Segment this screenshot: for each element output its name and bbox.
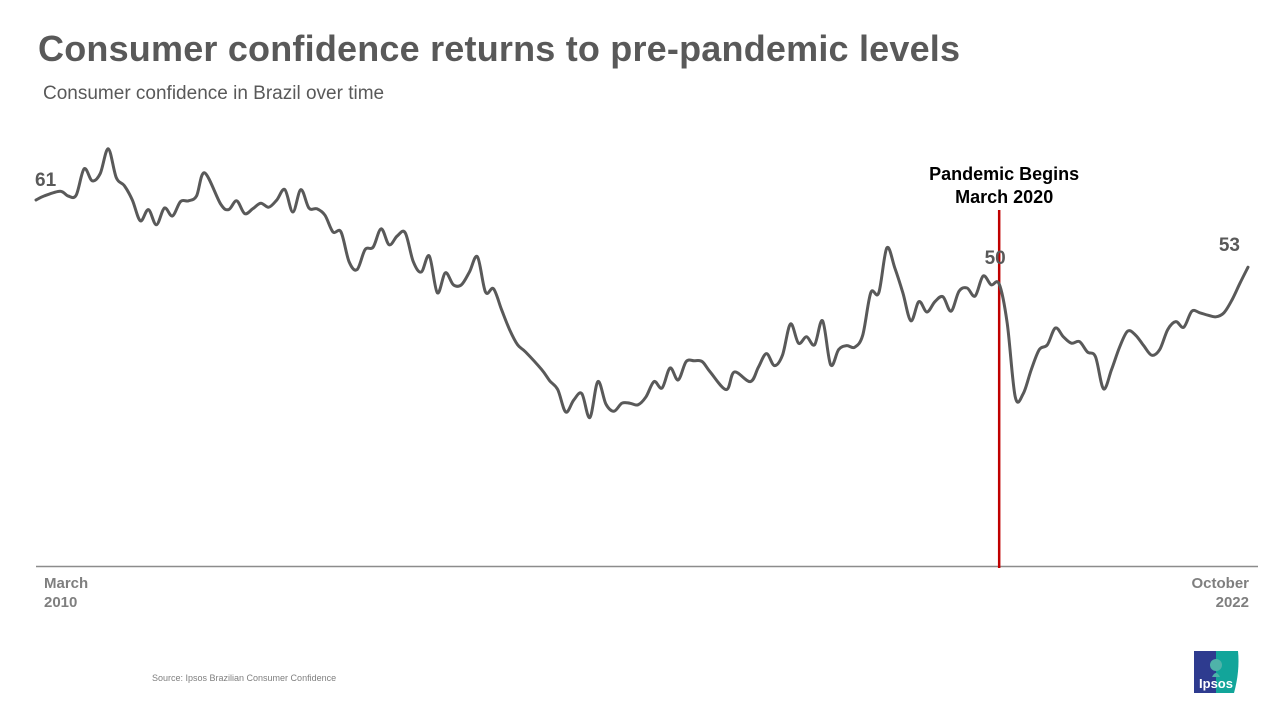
data-label-61: 61 bbox=[35, 170, 57, 191]
x-tick-start: March 2010 bbox=[44, 574, 88, 612]
svg-text:Ipsos: Ipsos bbox=[1199, 676, 1233, 691]
annotation-line1: Pandemic Begins bbox=[929, 164, 1079, 184]
x-tick-end-year: 2022 bbox=[1215, 594, 1249, 611]
x-tick-start-year: 2010 bbox=[44, 594, 78, 611]
x-tick-end: October 2022 bbox=[1191, 574, 1249, 612]
annotation-line2: March 2020 bbox=[955, 187, 1053, 207]
x-tick-end-month: October bbox=[1191, 575, 1249, 592]
x-tick-start-month: March bbox=[44, 575, 89, 592]
series-line bbox=[34, 147, 1250, 420]
data-label-53: 53 bbox=[1219, 235, 1240, 256]
data-label-50: 50 bbox=[985, 248, 1006, 269]
source-note: Source: Ipsos Brazilian Consumer Confide… bbox=[152, 673, 337, 683]
chart-subtitle: Consumer confidence in Brazil over time bbox=[43, 83, 385, 104]
ipsos-logo: Ipsos bbox=[1194, 651, 1239, 693]
page-title: Consumer confidence returns to pre-pande… bbox=[38, 28, 961, 69]
